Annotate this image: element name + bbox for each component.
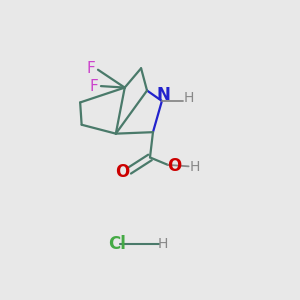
Text: F: F [89, 79, 98, 94]
Text: N: N [156, 86, 170, 104]
Text: O: O [116, 163, 130, 181]
Text: H: H [190, 160, 200, 174]
Text: F: F [86, 61, 95, 76]
Text: O: O [167, 157, 181, 175]
Text: Cl: Cl [108, 235, 126, 253]
Text: H: H [184, 91, 194, 105]
Text: H: H [157, 237, 168, 250]
